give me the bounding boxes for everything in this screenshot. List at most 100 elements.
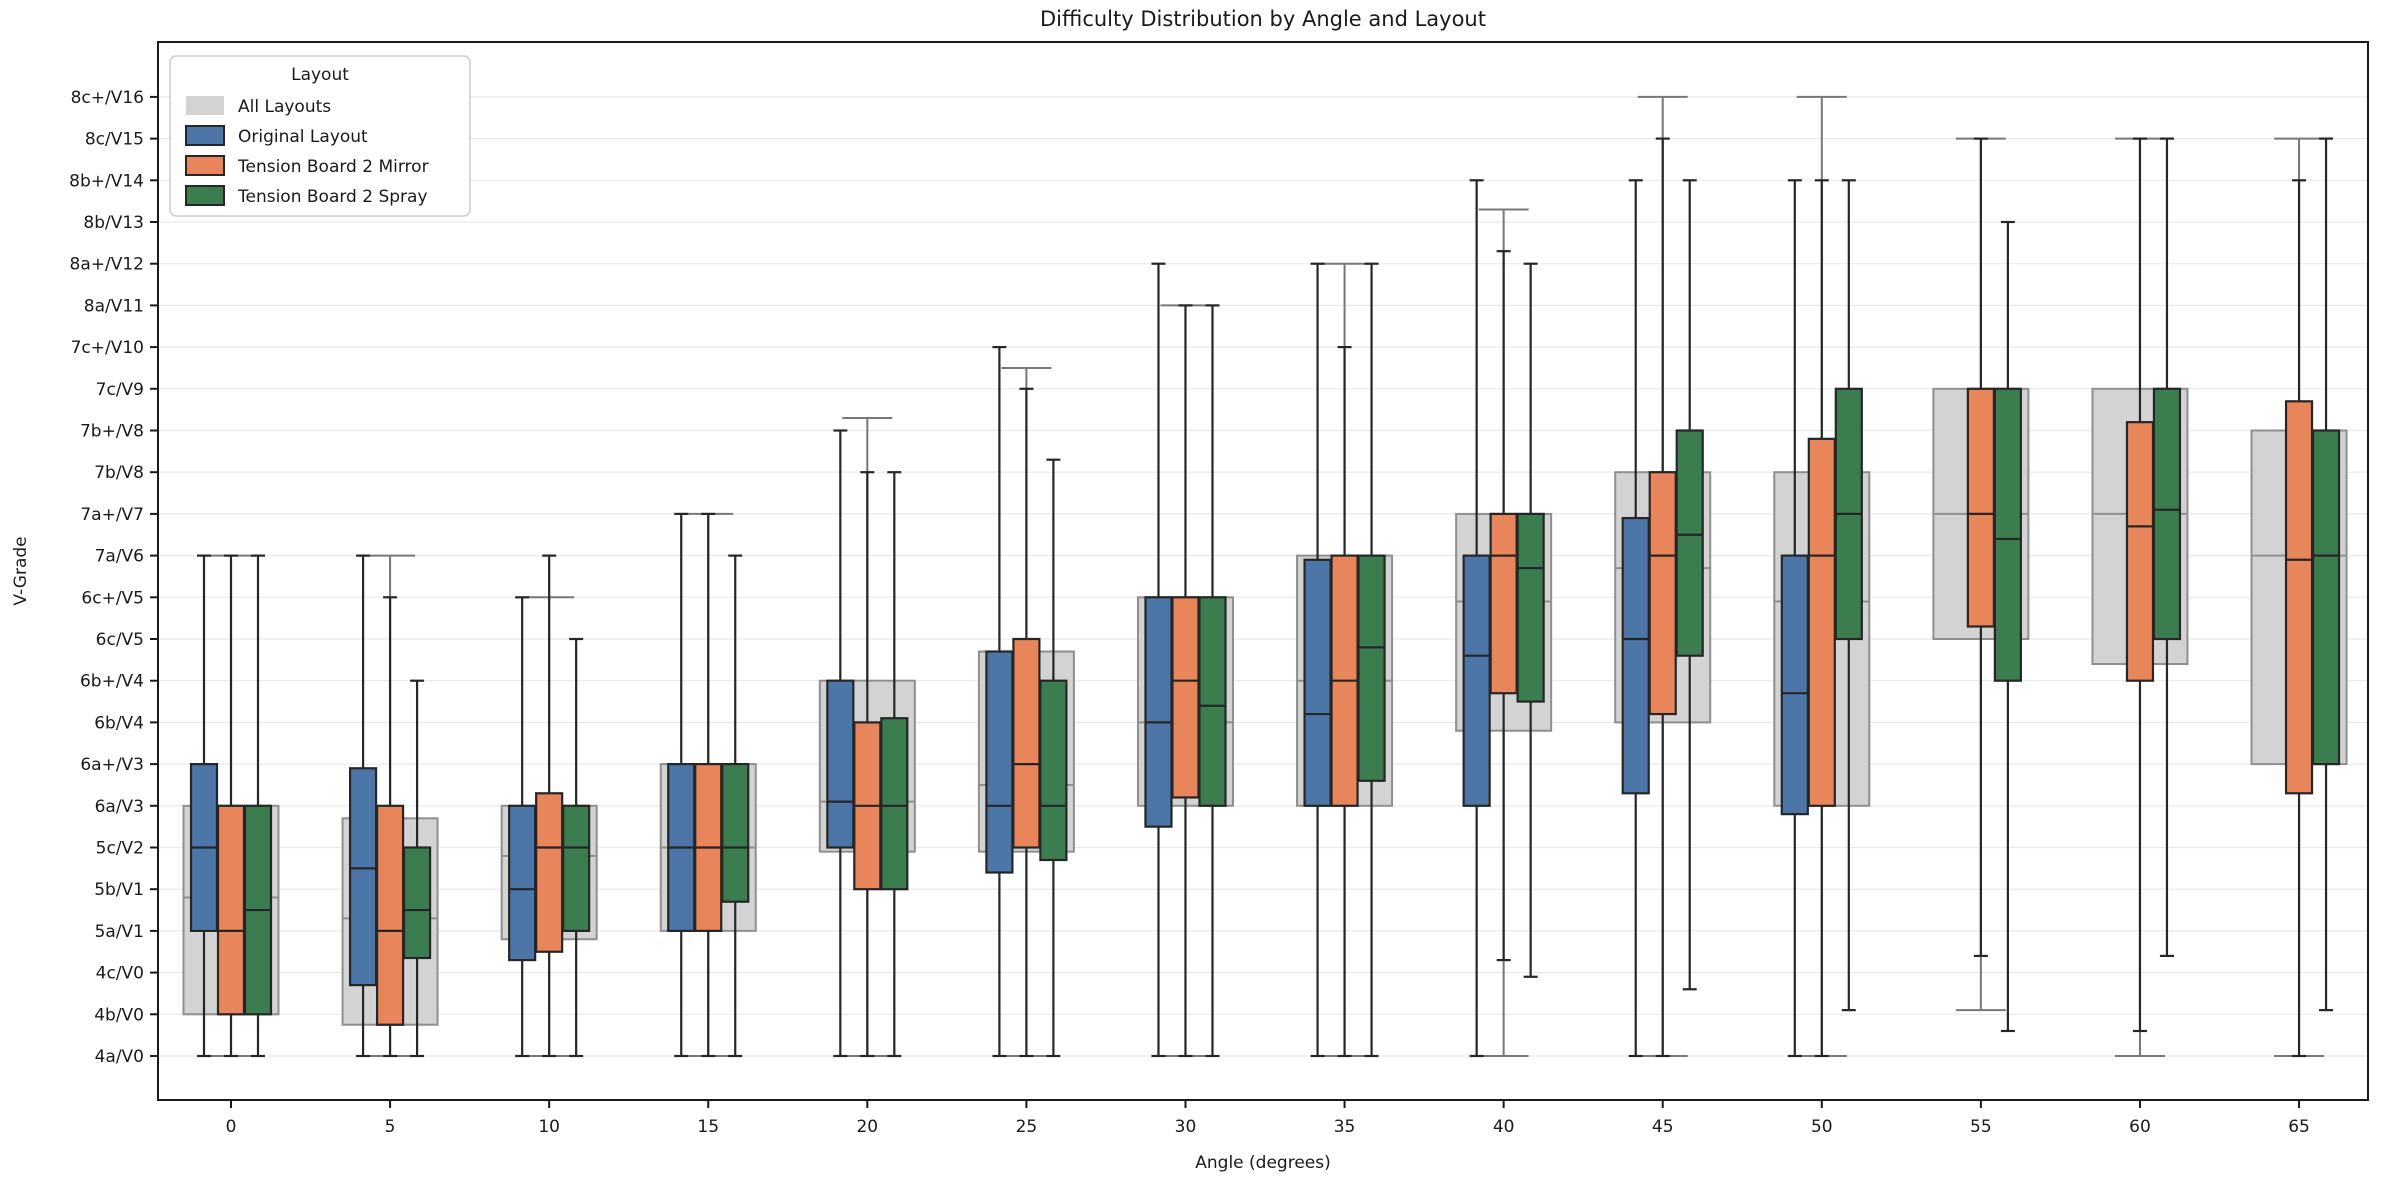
legend-label: Tension Board 2 Mirror	[237, 157, 429, 177]
y-tick-label: 6b+/V4	[80, 672, 144, 692]
box-tension-board-2-spray	[1675, 179, 1704, 991]
axis-ticks: 4a/V0 4b/V0 4c/V0 5a/V1 5b/V1 5c/V2 6a/V3 6a+/V…	[69, 88, 2310, 1137]
box-rect	[348, 767, 378, 987]
y-tick-label: 6a+/V3	[80, 755, 144, 775]
series-original-layout	[189, 179, 1809, 1058]
box-rect	[1648, 471, 1677, 716]
y-tick-label: 8c/V15	[85, 130, 144, 150]
y-tick-label: 6a/V3	[95, 797, 144, 817]
box-tension-board-2-mirror	[535, 554, 564, 1058]
axes-frame	[157, 41, 2369, 1101]
x-tick-label: 35	[1334, 1117, 1356, 1137]
box-tension-board-2-mirror	[375, 596, 405, 1058]
box-rect	[1171, 596, 1200, 799]
box-rect	[1807, 437, 1836, 807]
x-tick-label: 0	[226, 1117, 237, 1137]
box-rect	[1675, 429, 1704, 657]
box-rect	[402, 846, 432, 960]
box-tension-board-2-mirror	[694, 512, 723, 1058]
y-tick-label: 7b+/V8	[80, 422, 144, 442]
box-rect	[1144, 596, 1173, 828]
x-tick-label: 30	[1175, 1117, 1197, 1137]
legend-box	[169, 55, 471, 217]
x-tick-label: 65	[2288, 1117, 2310, 1137]
x-tick-label: 50	[1811, 1117, 1833, 1137]
box-tension-board-2-spray	[243, 554, 273, 1058]
y-tick-label: 8b/V13	[83, 213, 144, 233]
legend: Layout All Layouts Original Layout Tension …	[169, 55, 471, 217]
x-tick-label: 45	[1652, 1117, 1674, 1137]
y-tick-label: 6c/V5	[96, 630, 144, 650]
x-axis-label: Angle (degrees)	[1195, 1153, 1330, 1173]
box-original-layout	[508, 596, 537, 1058]
legend-entry-3: Tension Board 2 Spray	[185, 185, 428, 207]
box-rect	[1039, 679, 1068, 862]
y-tick-label: 4c/V0	[96, 964, 144, 984]
box-rect	[1780, 554, 1809, 816]
box-original-layout	[1780, 179, 1809, 1058]
legend-entry-0: All Layouts	[186, 96, 331, 117]
y-axis-label: V-Grade	[11, 536, 31, 605]
box-tension-board-2-spray	[880, 471, 909, 1058]
box-rect	[1357, 554, 1386, 782]
box-tension-board-2-mirror	[1966, 137, 1995, 958]
y-tick-label: 7b/V8	[94, 463, 144, 483]
x-tick-label: 5	[385, 1117, 396, 1137]
box-tension-board-2-mirror	[853, 471, 882, 1058]
box-original-layout	[348, 554, 378, 1058]
y-tick-label: 5c/V2	[96, 839, 144, 859]
box-tension-board-2-mirror	[1171, 304, 1200, 1058]
legend-label: Original Layout	[238, 127, 368, 147]
x-tick-label: 40	[1493, 1117, 1515, 1137]
box-rect	[1966, 387, 1995, 628]
legend-swatch	[186, 96, 224, 115]
box-tension-board-2-mirror	[1012, 387, 1041, 1058]
box-original-layout	[1303, 262, 1332, 1058]
box-rect	[2284, 400, 2314, 795]
box-rect	[2125, 421, 2155, 682]
box-rect	[508, 804, 537, 962]
box-rect	[535, 792, 564, 953]
chart-title: Difficulty Distribution by Angle and Lay…	[1040, 7, 1486, 31]
box-tension-board-2-spray	[562, 637, 591, 1058]
y-tick-label: 7c/V9	[96, 380, 144, 400]
box-tension-board-2-mirror	[2125, 137, 2155, 1033]
legend-label: All Layouts	[238, 97, 331, 117]
y-tick-label: 6b/V4	[94, 713, 144, 733]
box-rect	[1993, 387, 2022, 682]
box-tension-board-2-spray	[2311, 137, 2341, 1012]
box-rect	[2311, 429, 2341, 766]
box-tension-board-2-spray	[1993, 220, 2022, 1033]
box-rect	[721, 762, 750, 903]
x-tick-label: 60	[2129, 1117, 2151, 1137]
box-rect	[826, 679, 855, 849]
series-tension-board-2-spray	[243, 137, 2341, 1058]
y-tick-label: 7a+/V7	[80, 505, 144, 525]
box-original-layout	[1621, 179, 1650, 1058]
y-tick-label: 5a/V1	[95, 922, 144, 942]
box-rect	[1462, 554, 1491, 807]
legend-title: Layout	[291, 65, 349, 85]
y-tick-label: 8a/V11	[84, 296, 144, 316]
y-tick-label: 7a/V6	[95, 547, 144, 567]
box-tension-board-2-spray	[1198, 304, 1227, 1058]
box-tension-board-2-spray	[2152, 137, 2182, 958]
legend-swatch	[185, 185, 225, 206]
legend-label: Tension Board 2 Spray	[237, 187, 428, 207]
x-tick-label: 55	[1970, 1117, 1992, 1137]
box-rect	[1198, 596, 1227, 807]
y-tick-label: 8b+/V14	[69, 171, 144, 191]
box-original-layout	[1144, 262, 1173, 1058]
box-rect	[880, 717, 909, 891]
y-tick-label: 4b/V0	[94, 1005, 144, 1025]
box-rect	[2152, 387, 2182, 641]
box-original-layout	[826, 429, 855, 1058]
legend-entry-2: Tension Board 2 Mirror	[185, 155, 429, 177]
box-tension-board-2-spray	[1039, 458, 1068, 1058]
box-tension-board-2-spray	[721, 554, 750, 1058]
legend-swatch	[185, 125, 225, 146]
box-rect	[1489, 512, 1518, 695]
box-rect	[1012, 637, 1041, 849]
